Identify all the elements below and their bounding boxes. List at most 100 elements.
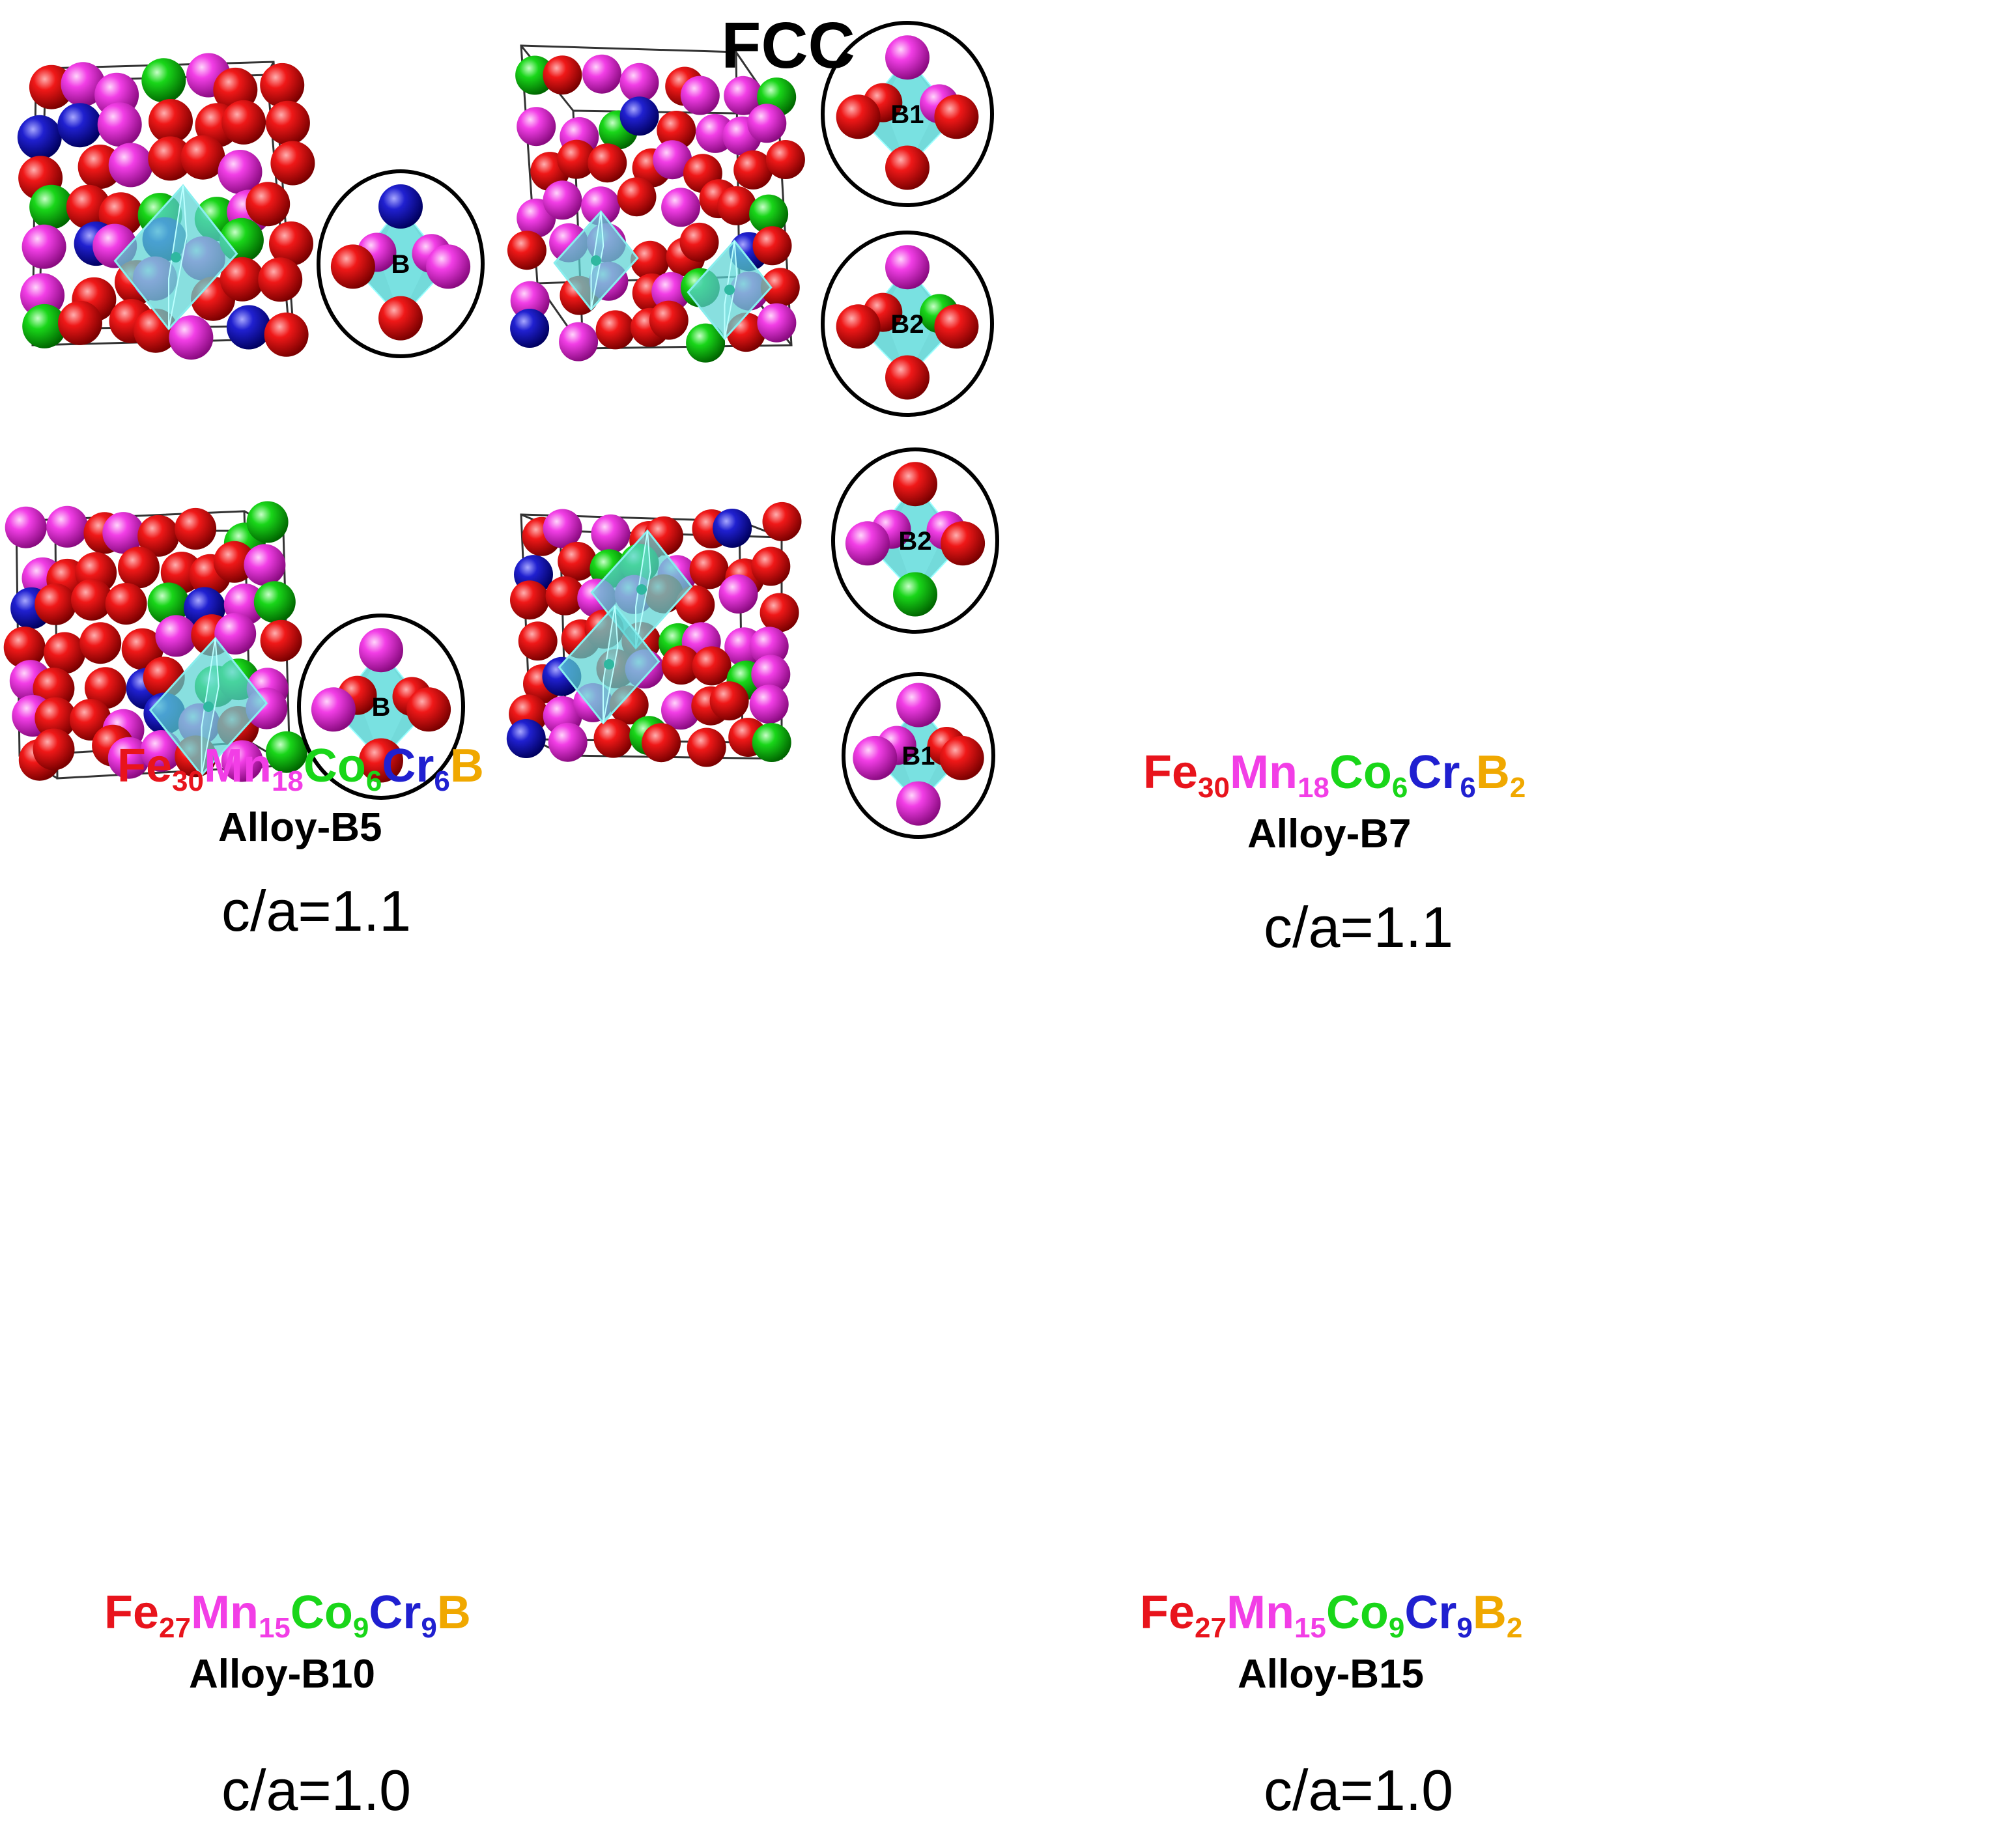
- atom-mn: [311, 687, 356, 732]
- atom-mn: [896, 683, 941, 728]
- atom-co: [893, 572, 937, 617]
- element-subscript: 2: [1509, 772, 1526, 804]
- element-subscript: 27: [1195, 1612, 1227, 1644]
- atom-fe: [543, 55, 582, 95]
- atom-fe: [213, 541, 255, 583]
- atom-mn: [845, 521, 890, 566]
- element-subscript: 9: [352, 1612, 369, 1644]
- element-subscript: 18: [1297, 772, 1329, 804]
- atom-fe: [406, 687, 451, 732]
- atom-co: [22, 304, 67, 348]
- element-b: B: [1472, 1587, 1507, 1639]
- atom-mn: [747, 104, 787, 143]
- atom-co: [515, 55, 555, 95]
- inset-border: [821, 21, 994, 207]
- atom-co: [246, 501, 289, 543]
- alloy-name-b15: Alloy-B15: [1238, 1652, 1424, 1697]
- element-cr: Cr: [369, 1587, 421, 1639]
- atom-fe: [264, 312, 309, 357]
- boron-site-label: B1: [902, 742, 935, 771]
- boron-atom: [604, 659, 614, 670]
- atom-fe: [44, 632, 86, 674]
- atom-mn: [581, 186, 621, 226]
- atom-fe: [71, 578, 113, 621]
- polyhedron-b7-1: [553, 210, 639, 311]
- atom-cr: [713, 509, 752, 548]
- boron-site-label: B1: [890, 100, 924, 129]
- boron-site-label: B2: [898, 527, 931, 556]
- atom-fe: [33, 728, 75, 771]
- atom-mn: [221, 740, 263, 782]
- octahedron-face: [883, 57, 940, 168]
- atom-fe: [258, 257, 303, 302]
- inset-b10-b: B: [297, 614, 465, 800]
- atom-mn: [853, 735, 898, 780]
- atom-fe: [836, 304, 881, 349]
- atom-fe: [180, 135, 225, 180]
- atom-mn: [718, 574, 758, 614]
- atom-mn: [661, 188, 701, 227]
- element-subscript: 6: [1460, 772, 1476, 804]
- atom-mn: [885, 35, 930, 80]
- boron-atom: [203, 701, 214, 712]
- atom-mn: [749, 627, 789, 666]
- atom-fe: [270, 141, 315, 186]
- ca-ratio-b15: c/a=1.0: [1264, 1758, 1454, 1822]
- element-b: B: [449, 740, 484, 792]
- atom-fe: [3, 627, 46, 668]
- atom-co: [752, 723, 791, 762]
- boron-polyhedra: [113, 184, 773, 777]
- atom-fe: [733, 150, 773, 190]
- atom-mn: [244, 544, 286, 586]
- atom-fe: [765, 140, 805, 179]
- atoms-b5: [17, 53, 315, 360]
- atom-cr: [619, 96, 659, 136]
- coordination-insets: B B1 B2 B B2 B1: [297, 21, 999, 839]
- ca-ratio-b10: c/a=1.0: [221, 1758, 412, 1822]
- atoms-b7: [507, 54, 805, 363]
- atom-fe: [661, 645, 701, 685]
- atom-mn: [108, 143, 153, 188]
- atom-mn: [896, 781, 941, 826]
- atom-co: [253, 581, 296, 623]
- element-subscript: 27: [159, 1612, 191, 1644]
- atom-fe: [84, 667, 126, 709]
- atom-fe: [642, 723, 681, 763]
- atom-fe: [934, 304, 979, 349]
- atom-mn: [885, 245, 930, 290]
- atom-mn: [653, 140, 692, 180]
- atom-fe: [545, 576, 585, 615]
- atom-fe: [588, 143, 627, 183]
- atom-fe: [631, 240, 670, 280]
- atom-fe: [934, 94, 979, 139]
- atom-fe: [175, 507, 217, 550]
- atom-mn: [61, 62, 106, 107]
- element-subscript: 6: [365, 765, 382, 797]
- element-subscript: 15: [258, 1612, 291, 1644]
- atom-fe: [260, 63, 305, 107]
- atom-fe: [687, 728, 726, 767]
- inset-border: [821, 231, 994, 417]
- atom-mn: [757, 303, 797, 343]
- atom-fe: [507, 231, 547, 270]
- polyhedron-b5: [113, 184, 238, 331]
- element-subscript: 30: [172, 765, 204, 797]
- atom-mn: [749, 685, 789, 724]
- atoms-b10: [3, 501, 307, 782]
- atom-mn: [426, 244, 471, 289]
- inset-b7-b2: B2: [821, 231, 994, 417]
- ca-ratio-b5: c/a=1.1: [221, 879, 412, 943]
- element-subscript: 15: [1294, 1612, 1326, 1644]
- atom-fe: [760, 593, 799, 632]
- atom-mn: [651, 272, 691, 311]
- atom-mn: [582, 54, 621, 94]
- element-mn: Mn: [203, 740, 272, 792]
- atom-fe: [885, 145, 930, 190]
- atom-fe: [265, 100, 310, 145]
- atom-mn: [102, 512, 145, 554]
- atom-fe: [121, 628, 163, 670]
- boron-atom: [171, 252, 181, 262]
- atom-mn: [680, 76, 720, 115]
- atom-fe: [679, 222, 719, 262]
- element-subscript: 2: [1506, 1612, 1523, 1644]
